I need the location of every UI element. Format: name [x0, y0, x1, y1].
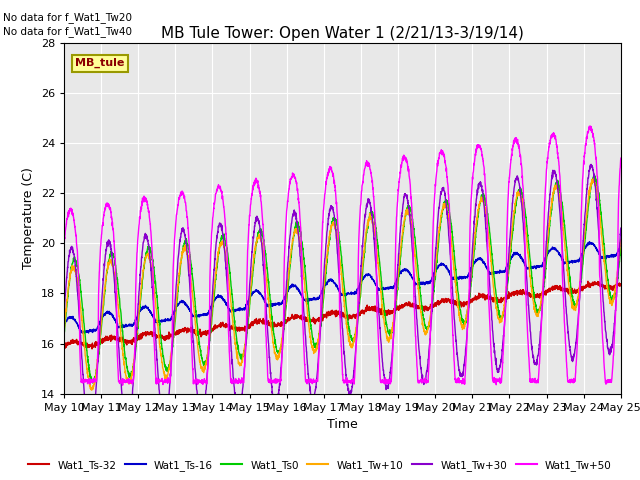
Title: MB Tule Tower: Open Water 1 (2/21/13-3/19/14): MB Tule Tower: Open Water 1 (2/21/13-3/1…: [161, 25, 524, 41]
X-axis label: Time: Time: [327, 418, 358, 431]
Text: No data for f_Wat1_Tw40: No data for f_Wat1_Tw40: [3, 26, 132, 37]
Text: MB_tule: MB_tule: [75, 58, 125, 68]
Y-axis label: Temperature (C): Temperature (C): [22, 168, 35, 269]
Text: No data for f_Wat1_Tw20: No data for f_Wat1_Tw20: [3, 12, 132, 23]
Legend: Wat1_Ts-32, Wat1_Ts-16, Wat1_Ts0, Wat1_Tw+10, Wat1_Tw+30, Wat1_Tw+50: Wat1_Ts-32, Wat1_Ts-16, Wat1_Ts0, Wat1_T…: [24, 456, 616, 475]
